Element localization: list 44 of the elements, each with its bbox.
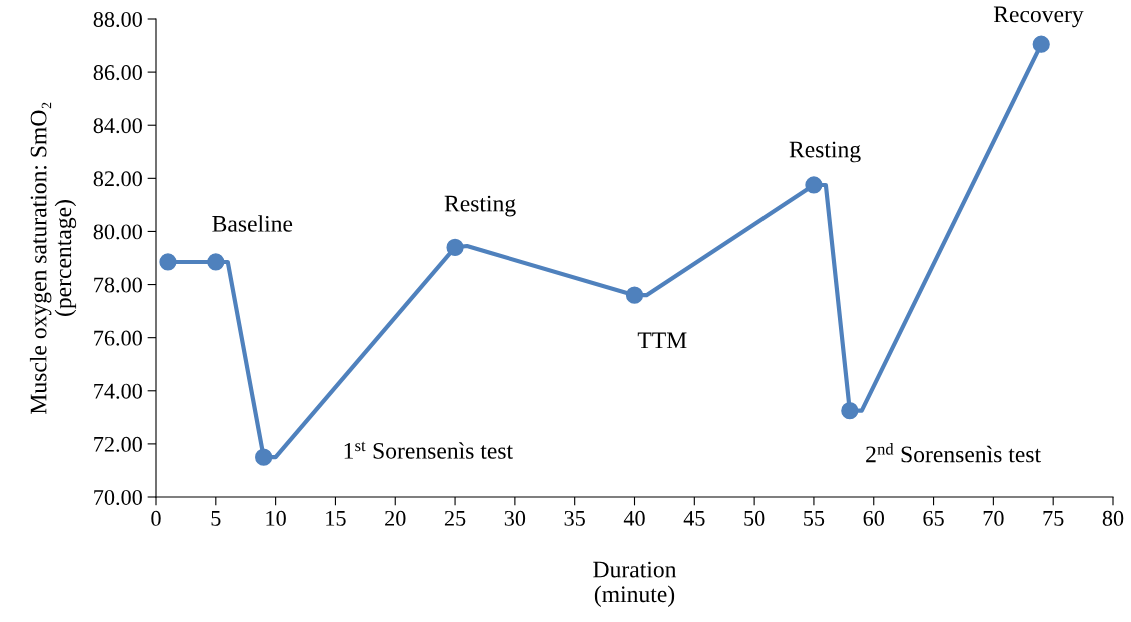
annotation: 2$^{nd}$ Sorensenìs test xyxy=(866,443,1041,463)
y-tick-label: 76.00 xyxy=(94,330,142,346)
x-tick-label: 5 xyxy=(211,511,221,526)
y-tick-label: 72.00 xyxy=(94,436,142,452)
point xyxy=(1032,35,1050,53)
point xyxy=(625,286,644,304)
x-tick-label: 45 xyxy=(683,510,705,526)
x-tick-label: 30 xyxy=(504,510,526,526)
x-tick-label: 25 xyxy=(444,510,466,526)
x-tick-label: 75 xyxy=(1043,511,1064,526)
x-tick-label: 15 xyxy=(326,510,346,526)
y-tick-label: 78.00 xyxy=(94,277,142,293)
annotation: Recovery xyxy=(993,6,1084,28)
x-axis-title: Duration (minute) xyxy=(593,561,677,607)
x-tick-label: 40 xyxy=(623,510,645,526)
point xyxy=(446,238,464,256)
y-tick-label: 84.00 xyxy=(93,118,142,134)
y-tick-label: 70.00 xyxy=(94,489,142,506)
annotation: TTM xyxy=(637,332,687,349)
x-tick-label: 20 xyxy=(385,510,406,526)
x-tick-label: 10 xyxy=(266,510,286,526)
x-tick-label: 55 xyxy=(804,511,825,526)
annotation: Resting xyxy=(789,141,861,163)
x-tick-label: 65 xyxy=(923,510,944,526)
x-tick-label: 60 xyxy=(863,510,885,526)
x-tick-label: 0 xyxy=(151,510,161,526)
y-axis-title: Muscle oxygen saturation: SmO₂ (percentage) xyxy=(29,102,77,414)
point xyxy=(805,176,823,194)
y-tick-label: 74.00 xyxy=(94,383,142,399)
y-tick-label: 88.00 xyxy=(93,11,142,28)
point xyxy=(207,253,225,271)
annotation: Resting xyxy=(444,195,516,217)
x-tick-label: 70 xyxy=(983,510,1004,526)
point xyxy=(159,253,177,271)
y-tick-label: 80.00 xyxy=(93,224,142,240)
point xyxy=(841,402,859,420)
x-tick-label: 80 xyxy=(1102,510,1124,526)
y-tick-label: 86.00 xyxy=(93,65,142,81)
x-tick-label: 35 xyxy=(564,510,585,526)
point xyxy=(255,448,273,466)
annotation: 1$^{st}$ Sorensenìs test xyxy=(344,441,513,459)
y-tick-label: 82.00 xyxy=(93,171,142,187)
x-tick-label: 50 xyxy=(744,510,765,526)
annotation: Baseline xyxy=(212,215,293,232)
